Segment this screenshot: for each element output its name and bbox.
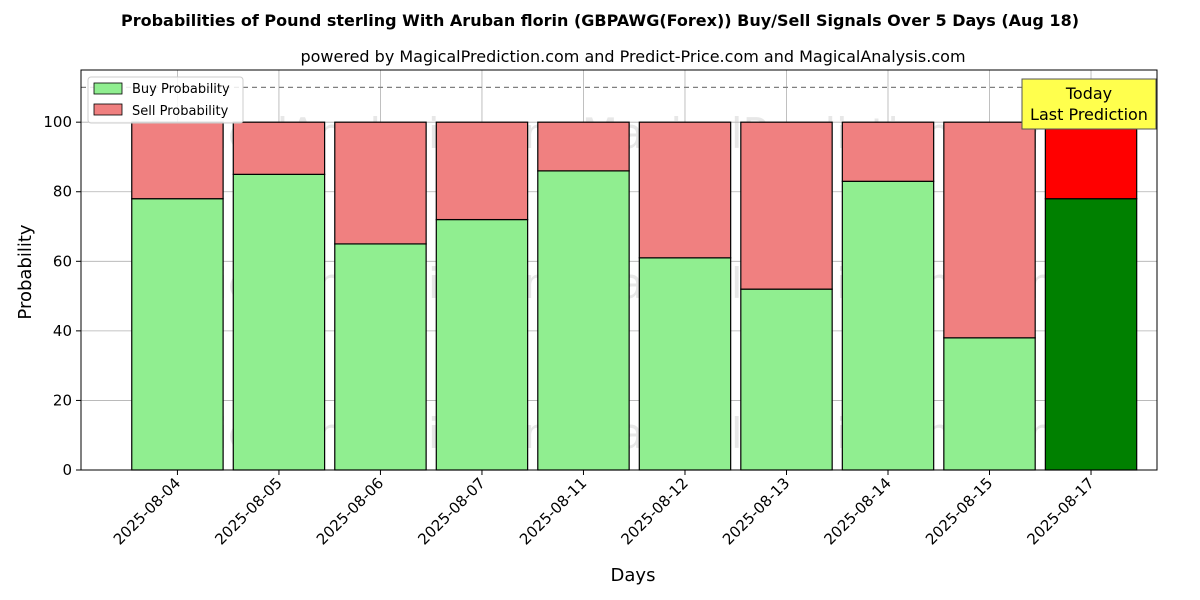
today-annotation: Today Last Prediction	[1021, 78, 1157, 130]
bar-sell	[1044, 121, 1138, 200]
bar-buy	[131, 198, 224, 471]
bar-sell	[232, 121, 326, 175]
y-tick-label: 40	[53, 322, 72, 340]
y-axis-ticks: 0 20 40 60 80 100	[43, 113, 81, 479]
x-tick-label: 2025-08-11	[516, 474, 590, 548]
legend-swatch-buy	[93, 82, 123, 95]
bar-sell	[943, 121, 1036, 339]
y-tick-label: 80	[53, 183, 72, 201]
x-tick-label: 2025-08-15	[922, 474, 996, 548]
chart-subtitle: powered by MagicalPrediction.com and Pre…	[300, 47, 965, 66]
legend-label-buy: Buy Probability	[132, 82, 230, 97]
bar-buy	[841, 180, 935, 471]
x-tick-label: 2025-08-06	[313, 474, 387, 548]
x-axis-label: Days	[611, 565, 656, 586]
x-tick-label: 2025-08-04	[110, 474, 184, 548]
bar-group	[131, 121, 1138, 471]
y-tick-label: 100	[43, 113, 72, 131]
x-tick-label: 2025-08-05	[211, 474, 285, 548]
bar-buy	[232, 173, 326, 471]
bar-sell	[537, 121, 630, 172]
x-tick-label: 2025-08-14	[820, 474, 894, 548]
x-axis-ticks: 2025-08-04 2025-08-05 2025-08-06 2025-08-07…	[110, 470, 1098, 548]
bar-sell	[435, 121, 529, 221]
bar-buy	[537, 170, 630, 471]
plot-frame	[80, 69, 1158, 471]
legend-label-sell: Sell Probability	[132, 104, 229, 119]
y-tick-label: 20	[53, 391, 72, 409]
bar-sell	[131, 121, 224, 200]
chart-title: Probabilities of Pound sterling With Aru…	[121, 11, 1079, 30]
y-tick-label: 0	[62, 461, 72, 479]
bar-buy	[740, 288, 833, 471]
bar-buy	[435, 218, 529, 471]
bar-sell	[740, 121, 833, 290]
legend-swatch-sell	[93, 103, 123, 116]
x-tick-label: 2025-08-12	[617, 474, 691, 548]
bar-buy	[334, 243, 427, 471]
bar-buy	[943, 337, 1036, 471]
today-label: Today	[1065, 84, 1112, 103]
today-box	[1021, 78, 1157, 130]
x-tick-label: 2025-08-17	[1023, 474, 1097, 548]
bar-buy	[638, 257, 732, 471]
bar-sell	[334, 121, 427, 245]
x-tick-label: 2025-08-07	[414, 474, 488, 548]
legend-box	[87, 76, 244, 124]
bar-sell	[638, 121, 732, 259]
y-axis-label: Probability	[15, 224, 36, 319]
last-prediction-label: Last Prediction	[1030, 105, 1148, 124]
legend: Buy Probability Sell Probability	[87, 76, 244, 124]
bar-buy	[1044, 198, 1138, 471]
x-tick-label: 2025-08-13	[719, 474, 793, 548]
bar-sell	[841, 121, 935, 182]
y-tick-label: 60	[53, 252, 72, 270]
